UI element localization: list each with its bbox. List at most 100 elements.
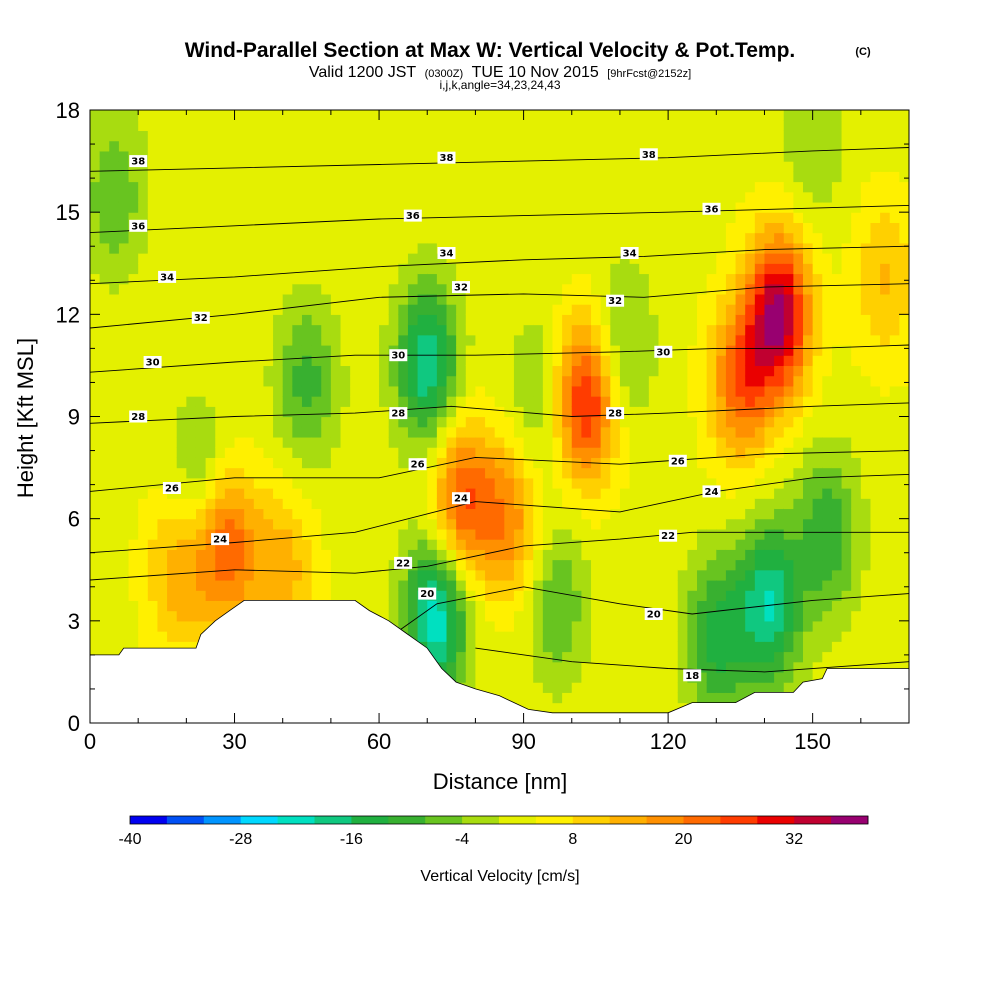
velocity-cell bbox=[851, 579, 862, 591]
velocity-cell bbox=[109, 447, 120, 458]
velocity-cell bbox=[610, 396, 621, 407]
velocity-cell bbox=[215, 293, 226, 305]
velocity-cell bbox=[706, 110, 717, 121]
velocity-cell bbox=[253, 232, 265, 244]
velocity-cell bbox=[138, 539, 149, 550]
velocity-cell bbox=[138, 426, 149, 438]
velocity-cell bbox=[224, 498, 236, 510]
velocity-cell bbox=[186, 416, 197, 428]
velocity-cell bbox=[764, 232, 775, 244]
velocity-cell bbox=[831, 590, 843, 601]
velocity-cell bbox=[735, 110, 746, 121]
velocity-cell bbox=[822, 222, 833, 234]
velocity-cell bbox=[253, 498, 265, 510]
velocity-cell bbox=[427, 314, 438, 326]
velocity-cell bbox=[301, 549, 313, 561]
velocity-cell bbox=[668, 702, 679, 714]
velocity-cell bbox=[417, 375, 428, 387]
velocity-cell bbox=[668, 396, 679, 407]
velocity-cell bbox=[716, 559, 727, 571]
velocity-cell bbox=[562, 600, 573, 612]
velocity-cell bbox=[282, 436, 293, 448]
velocity-cell bbox=[388, 293, 399, 305]
velocity-cell bbox=[774, 110, 785, 121]
velocity-cell bbox=[330, 140, 342, 152]
velocity-cell bbox=[465, 488, 477, 499]
velocity-cell bbox=[195, 120, 207, 132]
velocity-cell bbox=[870, 406, 881, 418]
velocity-cell bbox=[591, 559, 602, 571]
velocity-cell bbox=[851, 150, 862, 162]
velocity-cell bbox=[745, 201, 756, 213]
velocity-cell bbox=[754, 181, 766, 193]
velocity-cell bbox=[639, 232, 650, 244]
velocity-cell bbox=[513, 416, 525, 428]
velocity-cell bbox=[523, 334, 534, 346]
velocity-cell bbox=[234, 212, 245, 223]
velocity-cell bbox=[99, 355, 110, 367]
velocity-cell bbox=[610, 355, 621, 367]
velocity-cell bbox=[812, 436, 823, 448]
velocity-cell bbox=[253, 110, 265, 121]
velocity-cell bbox=[523, 600, 534, 612]
velocity-cell bbox=[388, 457, 399, 469]
velocity-cell bbox=[677, 222, 688, 234]
velocity-cell bbox=[379, 242, 390, 254]
velocity-cell bbox=[475, 365, 486, 377]
velocity-cell bbox=[658, 304, 669, 315]
velocity-cell bbox=[436, 508, 448, 520]
velocity-cell bbox=[639, 293, 650, 305]
velocity-cell bbox=[851, 396, 862, 407]
velocity-cell bbox=[359, 518, 371, 530]
velocity-cell bbox=[311, 488, 322, 499]
velocity-cell bbox=[533, 528, 544, 540]
velocity-cell bbox=[369, 120, 380, 132]
velocity-cell bbox=[668, 549, 679, 561]
velocity-cell bbox=[803, 426, 814, 438]
velocity-cell bbox=[340, 375, 351, 387]
velocity-cell bbox=[273, 579, 284, 591]
velocity-cell bbox=[263, 334, 274, 346]
velocity-cell bbox=[263, 120, 274, 132]
velocity-cell bbox=[224, 457, 236, 469]
velocity-cell bbox=[783, 610, 794, 622]
velocity-cell bbox=[793, 396, 804, 407]
velocity-cell bbox=[398, 140, 409, 152]
velocity-cell bbox=[600, 477, 611, 489]
velocity-cell bbox=[128, 488, 139, 499]
velocity-cell bbox=[321, 212, 332, 223]
velocity-cell bbox=[581, 355, 592, 367]
velocity-cell bbox=[398, 365, 409, 377]
velocity-cell bbox=[610, 692, 621, 704]
velocity-cell bbox=[244, 426, 255, 438]
velocity-cell bbox=[282, 304, 293, 315]
velocity-cell bbox=[273, 426, 284, 438]
velocity-cell bbox=[186, 365, 197, 377]
velocity-cell bbox=[812, 191, 823, 203]
velocity-cell bbox=[205, 334, 216, 346]
velocity-cell bbox=[340, 518, 351, 530]
velocity-cell bbox=[504, 518, 515, 530]
velocity-cell bbox=[870, 304, 881, 315]
velocity-cell bbox=[379, 140, 390, 152]
velocity-cell bbox=[562, 293, 573, 305]
velocity-cell bbox=[282, 508, 293, 520]
velocity-cell bbox=[456, 334, 467, 346]
velocity-cell bbox=[446, 314, 457, 326]
velocity-cell bbox=[292, 590, 303, 601]
velocity-cell bbox=[215, 242, 226, 254]
velocity-cell bbox=[880, 477, 891, 489]
velocity-cell bbox=[648, 436, 660, 448]
velocity-cell bbox=[725, 130, 737, 142]
velocity-cell bbox=[658, 355, 669, 367]
velocity-cell bbox=[350, 508, 361, 520]
velocity-cell bbox=[562, 130, 573, 142]
velocity-cell bbox=[668, 304, 679, 315]
velocity-cell bbox=[167, 539, 178, 550]
velocity-cell bbox=[610, 518, 621, 530]
velocity-cell bbox=[176, 498, 187, 510]
velocity-cell bbox=[427, 140, 438, 152]
velocity-cell bbox=[167, 304, 178, 315]
velocity-cell bbox=[639, 436, 650, 448]
velocity-cell bbox=[552, 171, 563, 183]
